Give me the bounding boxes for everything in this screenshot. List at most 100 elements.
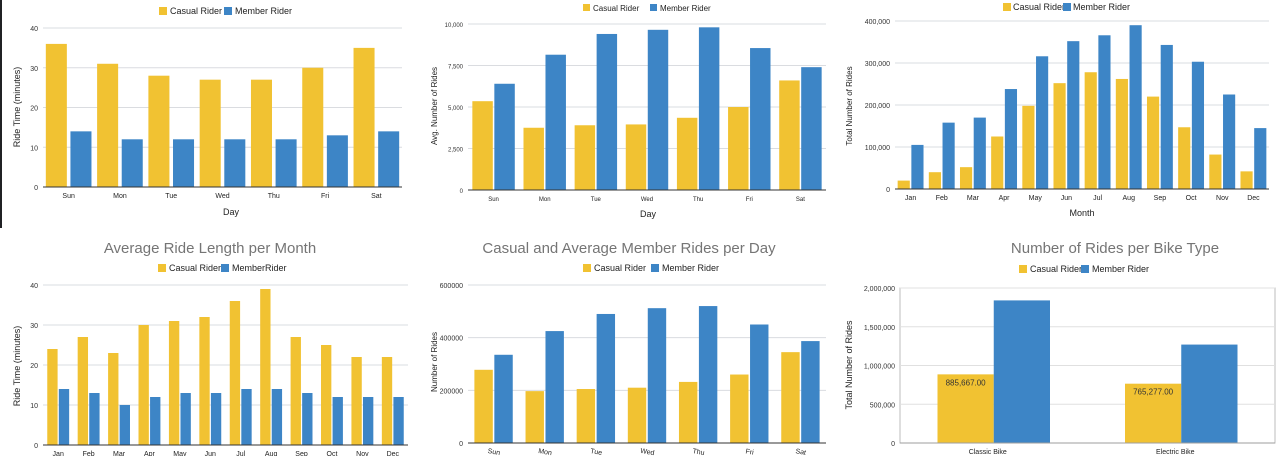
y-tick-label: 10,000 [445,23,464,29]
x-tick-label: Fri [746,197,753,203]
y-tick-label: 30 [30,66,38,73]
bar [108,353,119,445]
legend-swatch-casual [1019,265,1027,273]
bar [574,125,596,190]
bar [678,381,698,443]
legend: Casual Rider Member Rider [159,6,292,16]
bar [472,101,493,190]
legend: Casual Rider Member Rider [583,263,719,273]
chart-svg: Number of Rides per Bike Type Casual Rid… [844,240,1276,456]
chart-rides-per-bike-type: Number of Rides per Bike Type Casual Rid… [843,229,1280,456]
x-tick-labels: Jan Feb Mar Apr May Jun Jul Aug Sep Oct Nov Dec [53,451,400,456]
x-tick-label: Dec [1247,195,1260,202]
bar [1178,127,1191,189]
bar [959,167,973,189]
legend-label-member: MemberRider [232,263,287,273]
y-axis-title: Total Number of Rides [845,66,854,145]
legend: Casual Rider Member Rider [1003,2,1130,12]
y-axis-title: Ride Time (minutes) [12,326,22,407]
data-labels: 885,667.00 765,277.00 [946,378,1174,396]
bar [1022,105,1035,189]
bar [750,48,771,190]
bar [393,397,404,445]
bar [596,313,616,443]
bar [332,397,343,445]
y-tick-label: 2,000,000 [864,286,895,293]
bar [353,47,375,187]
x-tick-label: Jun [205,451,216,456]
bar [1004,89,1018,189]
bar [1160,44,1173,189]
x-tick-label: Electric Bike [1156,449,1195,456]
bar [1240,171,1253,189]
bar [119,405,130,445]
bar [494,83,515,190]
x-tick-label: Mar [967,195,980,202]
bar [897,180,910,189]
bar [698,306,718,443]
y-tick-label: 200000 [440,388,463,395]
y-tick-label: 0 [34,443,38,450]
bar [138,325,149,445]
bar [728,107,749,190]
y-tick-labels: 0 100,000 200,000 300,000 400,000 [865,19,890,194]
x-tick-label: Tue [165,193,177,200]
legend-swatch-casual [159,7,167,15]
x-tick-label: Fri [745,448,755,456]
x-tick-label: Apr [144,451,156,456]
x-tick-label: May [1029,195,1043,202]
x-tick-label: Sep [1154,195,1167,202]
legend-swatch-member [1081,265,1089,273]
legend-label-member: Member Rider [1073,2,1130,12]
legend-swatch-member [1063,3,1071,11]
bar [1084,72,1097,189]
legend: Casual Rider Member Rider [1019,264,1149,274]
x-tick-label: May [173,451,187,456]
legend-label-member: Member Rider [662,263,719,273]
gridlines [895,20,1269,148]
x-tick-label: Sat [796,197,805,203]
y-tick-label: 40 [30,283,38,290]
bar [937,374,994,443]
bar [1098,35,1111,189]
x-axis-title: Month [1069,208,1094,218]
chart-svg: Average Ride Length per Month Casual Rid… [12,240,408,456]
x-tick-label: Wed [640,448,655,456]
gridlines [468,284,826,391]
bar [801,341,820,443]
bar [781,352,800,443]
x-tick-labels: Sun Mon Tue Wed Thu Fri Sat [488,197,805,203]
x-tick-label: Aug [1123,195,1136,202]
y-tick-labels: 0 200000 400000 600000 [440,283,463,448]
bar [1036,56,1049,189]
chart-svg: Casual Rider Member Rider 0 2,500 5,000 7,5… [430,4,826,219]
bar [625,124,647,190]
bar [229,301,241,445]
bar [1254,128,1267,189]
bar [942,122,955,189]
legend: Casual Rider MemberRider [158,263,287,273]
legend-swatch-casual [583,4,590,11]
bar [928,172,941,189]
bar [647,29,669,191]
y-axis-title: Number of Rides [430,332,439,392]
bar [89,393,100,445]
bar [45,43,67,188]
bar [991,136,1004,189]
legend-label-casual: Casual Rider [594,263,646,273]
chart-avg-rides-per-day: Casual Rider Member Rider 0 2,500 5,000 7,5… [422,0,842,228]
bar [381,357,393,445]
bar [275,139,297,187]
y-tick-label: 10 [30,145,38,152]
bar [326,135,348,187]
bar [1223,94,1236,189]
bar [302,393,313,445]
bars [472,27,822,191]
bar [1053,83,1066,189]
x-tick-label: Thu [268,193,280,200]
x-tick-label: Jan [905,195,916,202]
y-tick-label: 0 [34,185,38,192]
bar [199,317,210,445]
x-tick-label: Feb [83,451,95,456]
bar [271,389,283,445]
